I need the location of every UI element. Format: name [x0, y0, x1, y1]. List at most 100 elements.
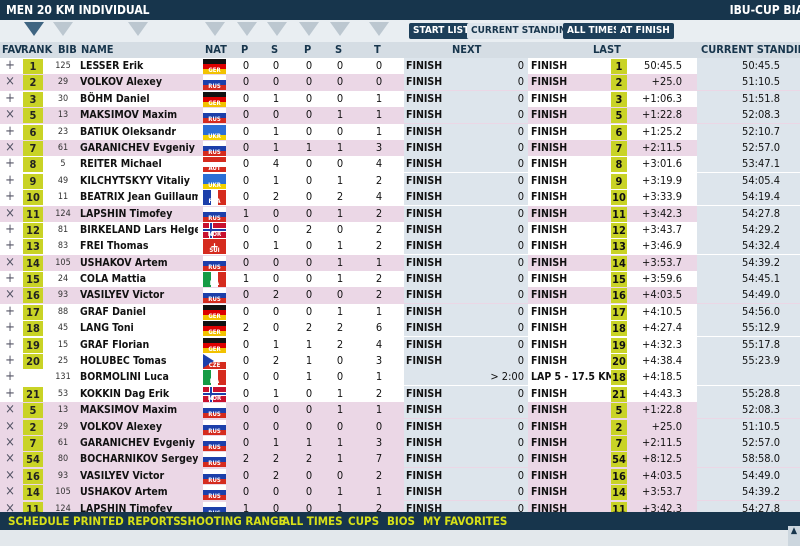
favorite-toggle-icon[interactable]: +: [5, 123, 15, 139]
table-row[interactable]: +6 23 BATIUK Oleksandr UKR 0 1 0 0 1 FINISH 0 FINIS…: [0, 123, 800, 140]
table-row[interactable]: +1 125 LESSER Erik GER 0 0 0 0 0 FINISH 0 FINISH 1 50…: [0, 58, 800, 75]
nav-schedule[interactable]: SCHEDULE: [8, 514, 70, 528]
favorite-toggle-icon[interactable]: ×: [5, 74, 15, 90]
favorite-toggle-icon[interactable]: ×: [5, 467, 15, 483]
table-row[interactable]: × 16 93 VASILYEV Victor RUS 0 2 0 0 2 FINISH 0 FINIS…: [0, 467, 800, 485]
table-row[interactable]: +17 88 GRAF Daniel GER 0 0 0 1 1 FINISH 0 FINISH 17 +…: [0, 303, 800, 321]
athlete-name[interactable]: VOLKOV Alexey: [80, 420, 162, 433]
athlete-name[interactable]: BEATRIX Jean Guillaume: [80, 191, 198, 204]
table-row[interactable]: +9 49 KILCHYTSKYY Vitaliy UKR 0 1 0 1 2 FINISH 0 FI…: [0, 172, 800, 190]
athlete-name[interactable]: HOLUBEC Tomas: [80, 355, 167, 368]
favorite-toggle-icon[interactable]: ×: [5, 287, 15, 303]
table-row[interactable]: +20 25 HOLUBEC Tomas CZE 0 2 1 0 3 FINISH 0 FINISH 2…: [0, 353, 800, 370]
start-list-button[interactable]: START LIST: [409, 23, 474, 39]
sort-stand2-icon[interactable]: [330, 22, 350, 36]
sort-rank-icon[interactable]: [24, 22, 44, 36]
table-row[interactable]: × 54 80 BOCHARNIKOV Sergey RUS 2 2 2 1 7 FINISH 0 FI…: [0, 451, 800, 468]
athlete-name[interactable]: GARANICHEV Evgeniy: [80, 436, 195, 449]
favorite-toggle-icon[interactable]: ×: [5, 500, 15, 516]
athlete-name[interactable]: VOLKOV Alexey: [80, 76, 162, 89]
athlete-name[interactable]: VASILYEV Victor: [80, 289, 165, 302]
table-row[interactable]: × 2 29 VOLKOV Alexey RUS 0 0 0 0 0 FINISH 0 FINISH 2 +…: [0, 418, 800, 435]
sort-prone2-icon[interactable]: [299, 22, 319, 36]
table-row[interactable]: +13 83 FREI Thomas + SUI 0 1 0 1 2 FINISH 0 FINISH 13…: [0, 238, 800, 255]
nav-my-favorites[interactable]: MY FAVORITES: [423, 514, 508, 528]
favorite-toggle-icon[interactable]: ×: [5, 139, 15, 155]
favorite-toggle-icon[interactable]: +: [5, 353, 15, 369]
table-row[interactable]: × 2 29 VOLKOV Alexey RUS 0 0 0 0 0 FINISH 0 FINISH 2 +…: [0, 74, 800, 91]
favorite-toggle-icon[interactable]: ×: [5, 205, 15, 221]
athlete-name[interactable]: LANG Toni: [80, 322, 134, 335]
favorite-toggle-icon[interactable]: +: [5, 221, 15, 237]
athlete-name[interactable]: LAPSHIN Timofey: [80, 502, 173, 515]
favorite-toggle-icon[interactable]: +: [5, 271, 15, 287]
all-times-button[interactable]: ALL TIMES: [563, 23, 624, 39]
nav-shooting-range[interactable]: SHOOTING RANGE: [180, 514, 286, 528]
table-row[interactable]: +131 BORMOLINI Luca ITA 0 0 1 0 1 > 2:00 LAP 5 - …: [0, 369, 800, 386]
athlete-name[interactable]: BOCHARNIKOV Sergey: [80, 453, 198, 466]
favorite-toggle-icon[interactable]: ×: [5, 451, 15, 467]
athlete-name[interactable]: MAKSIMOV Maxim: [80, 404, 178, 417]
table-row[interactable]: +15 24 COLA Mattia ITA 1 0 0 1 2 FINISH 0 FINISH 15 +…: [0, 271, 800, 288]
athlete-name[interactable]: GRAF Daniel: [80, 305, 146, 318]
scroll-up-icon[interactable]: ▲: [788, 526, 800, 546]
athlete-name[interactable]: GARANICHEV Evgeniy: [80, 141, 195, 154]
table-row[interactable]: × 7 61 GARANICHEV Evgeniy RUS 0 1 1 1 3 FINISH 0 FIN…: [0, 139, 800, 157]
table-row[interactable]: × 14 105 USHAKOV Artem RUS 0 0 0 1 1 FINISH 0 FINISH…: [0, 484, 800, 501]
athlete-name[interactable]: BORMOLINI Luca: [80, 371, 169, 384]
table-row[interactable]: +18 45 LANG Toni GER 2 0 2 2 6 FINISH 0 FINISH 18 +4:…: [0, 320, 800, 337]
table-row[interactable]: +8 5 REITER Michael AUT 0 4 0 0 4 FINISH 0 FINISH 8 +…: [0, 156, 800, 173]
favorite-toggle-icon[interactable]: +: [5, 172, 15, 188]
favorite-toggle-icon[interactable]: ×: [5, 107, 15, 123]
at-finish-button[interactable]: AT FINISH: [616, 23, 674, 39]
athlete-name[interactable]: MAKSIMOV Maxim: [80, 109, 178, 122]
favorite-toggle-icon[interactable]: +: [5, 385, 15, 401]
favorite-toggle-icon[interactable]: ×: [5, 484, 15, 500]
athlete-name[interactable]: GRAF Florian: [80, 338, 150, 351]
sort-bib-icon[interactable]: [53, 22, 73, 36]
athlete-name[interactable]: KOKKIN Dag Erik: [80, 387, 170, 400]
athlete-name[interactable]: USHAKOV Artem: [80, 486, 168, 499]
table-row[interactable]: +19 15 GRAF Florian GER 0 1 1 2 4 FINISH 0 FINISH 19…: [0, 336, 800, 354]
sort-nat-icon[interactable]: [205, 22, 225, 36]
sort-prone1-icon[interactable]: [237, 22, 257, 36]
table-row[interactable]: +21 53 KOKKIN Dag Erik NOR 0 1 0 1 2 FINISH 0 FINIS…: [0, 385, 800, 403]
athlete-name[interactable]: REITER Michael: [80, 158, 162, 171]
athlete-name[interactable]: VASILYEV Victor: [80, 469, 165, 482]
table-row[interactable]: +10 11 BEATRIX Jean Guillaume FRA 0 2 0 2 4 FINIS…: [0, 189, 800, 206]
athlete-name[interactable]: COLA Mattia: [80, 273, 146, 286]
table-row[interactable]: × 7 61 GARANICHEV Evgeniy RUS 0 1 1 1 3 FINISH 0 FIN…: [0, 434, 800, 452]
favorite-toggle-icon[interactable]: +: [5, 336, 15, 352]
athlete-name[interactable]: KILCHYTSKYY Vitaliy: [80, 174, 190, 187]
favorite-toggle-icon[interactable]: ×: [5, 434, 15, 450]
athlete-name[interactable]: FREI Thomas: [80, 240, 149, 253]
nav-printed-reports[interactable]: PRINTED REPORTS: [73, 514, 181, 528]
nav-bios[interactable]: BIOS: [387, 514, 415, 528]
sort-name-icon[interactable]: [128, 22, 148, 36]
table-row[interactable]: × 14 105 USHAKOV Artem RUS 0 0 0 1 1 FINISH 0 FINISH…: [0, 254, 800, 272]
table-row[interactable]: +3 30 BÖHM Daniel GER 0 1 0 0 1 FINISH 0 FINISH 3 +1:…: [0, 90, 800, 108]
table-row[interactable]: × 5 13 MAKSIMOV Maxim RUS 0 0 0 1 1 FINISH 0 FINISH 5…: [0, 402, 800, 419]
athlete-name[interactable]: BATIUK Oleksandr: [80, 125, 177, 138]
nav-cups[interactable]: CUPS: [348, 514, 380, 528]
athlete-name[interactable]: BÖHM Daniel: [80, 92, 150, 105]
nav-all-times[interactable]: ALL TIMES: [282, 514, 343, 528]
table-row[interactable]: × 16 93 VASILYEV Victor RUS 0 2 0 0 2 FINISH 0 FINIS…: [0, 287, 800, 304]
favorite-toggle-icon[interactable]: +: [5, 189, 15, 205]
favorite-toggle-icon[interactable]: +: [5, 369, 15, 385]
sort-total-icon[interactable]: [369, 22, 389, 36]
athlete-name[interactable]: LAPSHIN Timofey: [80, 207, 173, 220]
favorite-toggle-icon[interactable]: +: [5, 90, 15, 106]
current-standing-button[interactable]: CURRENT STANDING: [467, 23, 578, 39]
athlete-name[interactable]: USHAKOV Artem: [80, 256, 168, 269]
table-row[interactable]: +12 81 BIRKELAND Lars Helge NOR 0 0 2 0 2 FINISH 0…: [0, 221, 800, 239]
favorite-toggle-icon[interactable]: +: [5, 238, 15, 254]
favorite-toggle-icon[interactable]: ×: [5, 418, 15, 434]
favorite-toggle-icon[interactable]: +: [5, 58, 15, 73]
favorite-toggle-icon[interactable]: ×: [5, 402, 15, 418]
athlete-name[interactable]: LESSER Erik: [80, 60, 144, 72]
table-row[interactable]: × 5 13 MAKSIMOV Maxim RUS 0 0 0 1 1 FINISH 0 FINISH 5…: [0, 107, 800, 124]
athlete-name[interactable]: BIRKELAND Lars Helge: [80, 223, 198, 236]
favorite-toggle-icon[interactable]: +: [5, 156, 15, 172]
